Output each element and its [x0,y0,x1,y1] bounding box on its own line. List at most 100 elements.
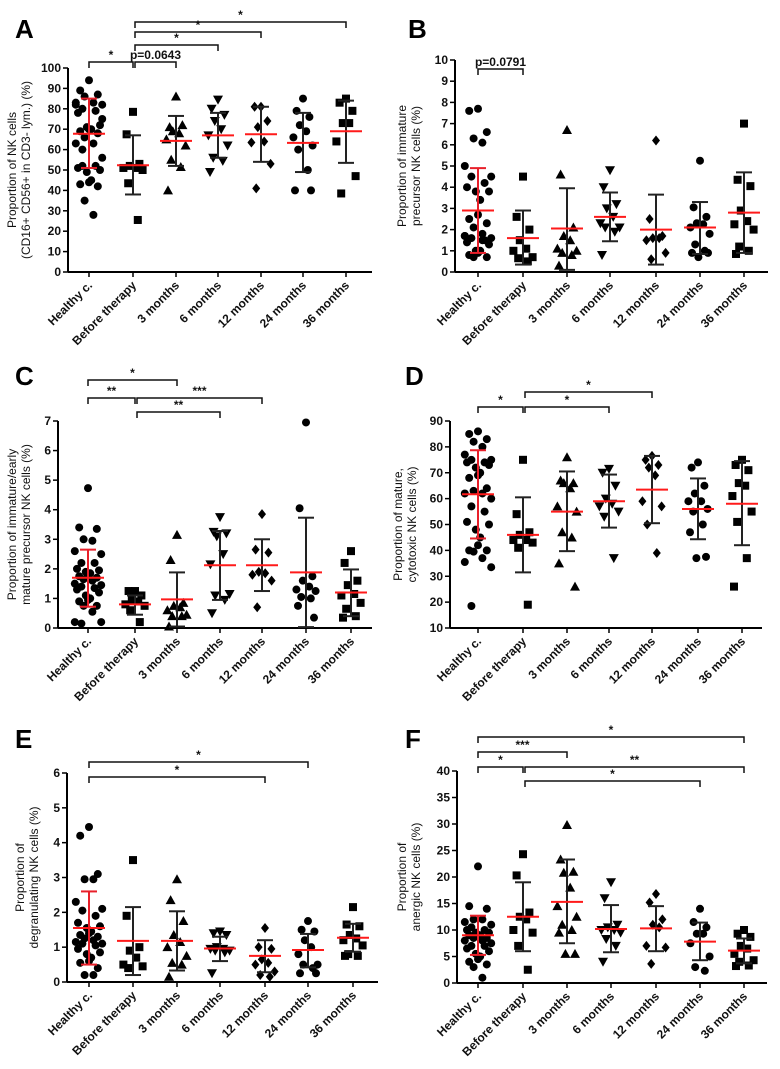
circle-point [478,229,487,238]
series-1 [507,172,539,266]
square-point [728,492,737,501]
triangle-point [600,223,611,233]
circle-point [77,619,86,628]
circle-point [474,104,482,113]
square-point [522,536,531,545]
y-tick-label: 7 [441,117,448,131]
circle-point [482,960,491,969]
circle-point [474,862,482,871]
circle-point [93,964,102,973]
square-point [355,922,364,931]
panel-letter: C [15,361,34,391]
triangle-point [552,901,563,911]
circle-point [480,507,489,516]
square-point [514,543,523,552]
significance-label: * [238,8,243,22]
square-point [730,949,739,958]
square-point [733,175,742,184]
y-tick-label: 4 [441,180,448,194]
diamond-point [251,544,260,555]
square-point [515,236,524,245]
significance-bracket [477,736,745,743]
panel-letter: B [408,14,427,44]
square-point [509,926,518,934]
significance-bracket [477,68,524,75]
square-point [335,98,344,107]
y-axis-label-line: precursor NK cells (%) [409,106,423,226]
circle-point [692,554,701,563]
y-tick-label: 6 [53,766,60,780]
circle-point [465,429,474,438]
square-point [743,217,752,226]
circle-point [467,602,476,611]
diamond-point [648,919,657,930]
square-point [345,930,354,939]
y-tick-label: 80 [48,102,62,116]
significance-label: *** [192,384,206,398]
diamond-point [642,940,651,951]
y-tick-label: 70 [48,122,62,136]
circle-point [95,588,103,597]
diamond-point [652,547,661,558]
circle-point [80,196,89,205]
square-point [138,166,147,174]
y-tick-label: 60 [430,492,444,506]
series-1 [117,107,149,224]
series-6 [330,94,362,198]
circle-point [474,541,482,550]
triangle-point [597,251,607,261]
diamond-point [638,496,647,507]
circle-point [684,497,693,506]
y-axis-label: Proportion of immatureprecursor NK cells… [395,105,423,227]
triangle-point [162,942,173,952]
circle-point [460,231,469,240]
square-point [522,244,531,253]
y-tick-label: 30 [437,817,451,831]
y-axis-label-line: Proportion of immature [395,105,409,227]
square-point [730,220,739,229]
significance-label: * [586,378,591,392]
diamond-point [253,602,262,613]
circle-point [699,929,708,938]
circle-point [485,460,493,469]
triangle-point [613,507,624,517]
triangle-point [570,948,580,958]
square-point [744,961,753,970]
circle-point [89,875,98,884]
circle-point [692,929,701,938]
square-point [124,964,133,973]
square-point [528,538,537,547]
diamond-point [265,971,274,982]
x-tick-label: 36 months [300,278,353,331]
circle-point [463,183,471,192]
square-point [140,601,149,610]
diamond-point [270,966,279,977]
circle-point [78,145,87,154]
y-tick-label: 2 [441,223,448,237]
y-tick-label: 4 [53,836,60,850]
circle-point [482,128,491,137]
series-2 [160,91,192,195]
y-axis-label: Proportion of NK cells(CD16+ CD56+ in CD… [5,81,33,259]
diamond-point [641,454,650,465]
diamond-point [261,923,269,934]
significance-label: ** [174,398,184,412]
square-point [528,928,537,937]
square-point [736,206,745,215]
square-point [514,941,523,950]
square-point [512,510,521,519]
circle-point [474,955,482,964]
x-tick-label: 36 months [696,634,749,687]
square-point [735,242,744,251]
square-point [509,536,518,545]
triangle-point [596,926,607,935]
y-axis-label: Proportion of mature,cytotoxic NK cells … [391,466,419,582]
circle-point [298,576,307,585]
circle-point [485,520,493,529]
circle-point [487,172,496,181]
series-2 [551,452,583,591]
y-tick-label: 0 [441,265,448,279]
y-tick-label: 5 [443,950,450,964]
significance-label: * [175,763,180,777]
square-point [124,587,133,596]
